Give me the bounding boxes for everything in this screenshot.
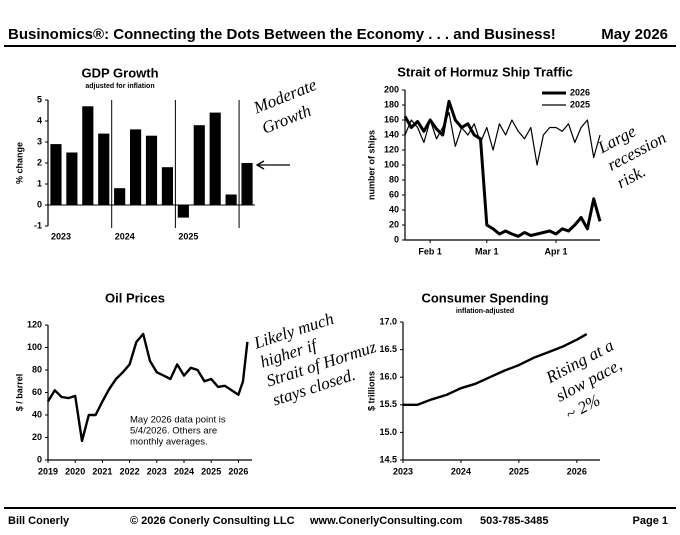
y-tick-label: 80 (32, 364, 42, 374)
bar (145, 135, 158, 205)
x-tick-label: 2024 (115, 231, 135, 241)
bar (50, 144, 62, 205)
bar (130, 129, 142, 205)
x-tick-label: 2020 (65, 466, 85, 476)
bar (209, 112, 221, 205)
y-tick-label: 3 (37, 136, 42, 146)
y-axis-label: % change (14, 142, 24, 184)
y-tick-label: 20 (32, 432, 42, 442)
note: 5/4/2026. Others are (130, 426, 217, 437)
legend-label: 2026 (570, 87, 590, 97)
y-tick-label: 0 (37, 199, 42, 209)
chart-title: Consumer Spending (421, 290, 548, 305)
x-tick-label: 2022 (120, 466, 140, 476)
x-tick-label: 2025 (201, 466, 221, 476)
y-tick-label: 16.0 (379, 372, 397, 382)
y-tick-label: 40 (389, 204, 399, 214)
line (46, 332, 249, 443)
x-tick-label: Feb 1 (418, 246, 442, 256)
header-title: Businomics®: Connecting the Dots Between… (8, 26, 556, 43)
x-tick-label: 2024 (451, 466, 471, 476)
y-axis-label: $ / barrel (14, 374, 24, 412)
bar (98, 133, 110, 205)
y-tick-label: 2 (37, 157, 42, 167)
chart-subtitle: inflation-adjusted (456, 308, 514, 315)
y-tick-label: 100 (384, 159, 399, 169)
line (403, 99, 602, 238)
chart-title: Oil Prices (105, 290, 165, 305)
y-tick-label: 1 (37, 178, 42, 188)
bar (66, 152, 78, 205)
y-tick-label: 0 (37, 454, 42, 464)
y-tick-label: 0 (394, 234, 399, 244)
y-tick-label: 80 (389, 174, 399, 184)
x-tick-label: Mar 1 (475, 246, 499, 256)
y-tick-label: 15.5 (379, 399, 397, 409)
y-tick-label: 100 (27, 342, 42, 352)
y-tick-label: 60 (32, 387, 42, 397)
legend-label: 2025 (570, 99, 590, 109)
x-tick-label: 2026 (567, 466, 587, 476)
x-tick-label: 2021 (92, 466, 112, 476)
bar (225, 194, 237, 205)
bar (241, 163, 253, 205)
y-tick-label: 16.5 (379, 344, 397, 354)
y-tick-label: 40 (32, 409, 42, 419)
x-tick-label: Apr 1 (544, 246, 567, 256)
chart-title: GDP Growth (81, 65, 158, 80)
bar (193, 125, 205, 205)
y-tick-label: 17.0 (379, 316, 397, 326)
y-tick-label: 120 (384, 144, 399, 154)
bar (114, 188, 126, 205)
y-tick-label: 180 (384, 99, 399, 109)
y-axis-label: number of ships (366, 130, 376, 200)
y-tick-label: -1 (34, 220, 42, 230)
y-axis-label: $ trillions (366, 371, 376, 411)
line (403, 333, 588, 406)
x-tick-label: 2026 (228, 466, 248, 476)
y-tick-label: 15.0 (379, 427, 397, 437)
note: monthly averages. (130, 437, 208, 448)
y-tick-label: 200 (384, 84, 399, 94)
x-tick-label: 2023 (393, 466, 413, 476)
x-tick-label: 2025 (178, 231, 198, 241)
y-tick-label: 140 (384, 129, 399, 139)
line (404, 111, 601, 166)
y-tick-label: 14.5 (379, 454, 397, 464)
annotation-arrowhead (255, 160, 265, 170)
footer-phone: 503-785-3485 (480, 515, 549, 527)
bar (82, 106, 94, 205)
y-tick-label: 20 (389, 219, 399, 229)
x-tick-label: 2023 (147, 466, 167, 476)
y-tick-label: 160 (384, 114, 399, 124)
bar (161, 167, 173, 205)
note: May 2026 data point is (130, 415, 226, 426)
y-tick-label: 120 (27, 319, 42, 329)
bar (177, 205, 189, 218)
y-tick-label: 5 (37, 94, 42, 104)
y-tick-label: 4 (37, 115, 42, 125)
footer-page: Page 1 (633, 515, 668, 527)
x-tick-label: 2024 (174, 466, 194, 476)
footer-website: www.ConerlyConsulting.com (309, 515, 463, 527)
x-tick-label: 2025 (509, 466, 529, 476)
x-tick-label: 2019 (38, 466, 58, 476)
y-tick-label: 60 (389, 189, 399, 199)
footer-author: Bill Conerly (8, 515, 70, 527)
footer-copyright: © 2026 Conerly Consulting LLC (130, 515, 295, 527)
header-date: May 2026 (601, 26, 668, 43)
chart-subtitle: adjusted for inflation (85, 83, 154, 90)
x-tick-label: 2023 (51, 231, 71, 241)
chart-title: Strait of Hormuz Ship Traffic (397, 64, 573, 79)
